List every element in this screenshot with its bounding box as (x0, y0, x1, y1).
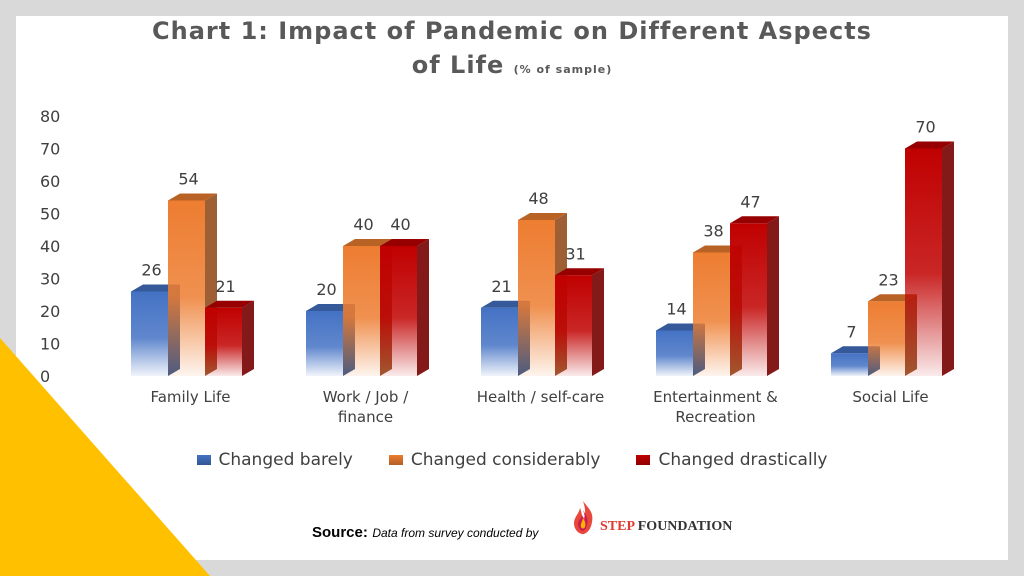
data-label: 31 (565, 244, 585, 263)
chart-subtitle: (% of sample) (513, 63, 613, 76)
data-label: 23 (878, 270, 898, 289)
bar-front (868, 301, 905, 376)
chart-title-line2-text: of Life (411, 51, 505, 79)
y-tick-label: 0 (40, 367, 50, 386)
bar-front (306, 311, 343, 376)
bar-side (942, 141, 954, 376)
bar-front (518, 220, 555, 376)
logo-text-e: E (617, 519, 627, 534)
flame-icon (574, 501, 593, 534)
legend-swatch (636, 455, 651, 465)
bar-top (168, 193, 217, 201)
bar-chart: 0 10 20 30 40 50 60 70 80 26 54 21 20 40 40 21 48 31 14 38… (40, 107, 954, 426)
bar-top (868, 294, 917, 302)
y-tick-label: 30 (40, 270, 60, 289)
data-label: 38 (703, 222, 723, 241)
y-tick-label: 20 (40, 302, 60, 321)
data-label: 21 (215, 277, 235, 296)
data-label: 26 (141, 261, 161, 280)
bar-top (518, 213, 567, 220)
legend-label: Changed considerably (410, 450, 601, 470)
y-tick-label: 10 (40, 335, 60, 354)
bar-changed-drastically-entertainment-recreation (730, 216, 779, 376)
logo-text-p: P (626, 519, 635, 534)
source-label: Source: (312, 524, 368, 541)
bar-top (205, 300, 254, 308)
data-label: 70 (915, 118, 935, 137)
bar-front (131, 291, 168, 376)
source-text: Data from survey conducted by (372, 526, 539, 540)
bar-side (592, 268, 604, 376)
bar-front (481, 307, 518, 376)
step-foundation-logo: STEP FOUNDATION (570, 500, 732, 536)
bar-side (417, 239, 429, 376)
legend-item-changed-drastically: Changed drastically (636, 450, 827, 470)
logo-text-st: ST (600, 519, 618, 534)
bar-front (730, 223, 767, 376)
bar-top (656, 323, 705, 331)
bar-changed-drastically-work-job-finance (380, 239, 429, 376)
legend-swatch (196, 455, 211, 465)
bar-front (831, 353, 868, 376)
bar-changed-drastically-social-life (905, 141, 954, 376)
x-tick-label: Work / Job / (323, 388, 409, 406)
y-tick-label: 60 (40, 172, 60, 191)
data-label: 21 (491, 277, 511, 296)
data-label: 40 (353, 215, 373, 234)
chart-title-line2: of Life (% of sample) (80, 48, 944, 87)
bar-front (168, 200, 205, 376)
data-label: 48 (528, 189, 548, 208)
bar-top (343, 239, 392, 246)
x-tick-label: Recreation (675, 408, 755, 426)
bar-front (555, 275, 592, 376)
data-label: 40 (390, 215, 410, 234)
y-tick-label: 40 (40, 237, 60, 256)
x-tick-label: finance (338, 408, 393, 426)
bar-changed-drastically-health-self-care (555, 268, 604, 376)
bar-top (905, 141, 954, 149)
data-label: 7 (846, 322, 856, 341)
bar-top (380, 239, 429, 246)
bar-side (242, 300, 254, 376)
bar-top (831, 346, 880, 354)
legend-item-changed-considerably: Changed considerably (388, 450, 601, 470)
legend-swatch (388, 455, 403, 465)
data-label: 14 (666, 300, 686, 319)
legend-item-changed-barely: Changed barely (196, 450, 353, 470)
bar-front (693, 252, 730, 376)
bar-front (380, 246, 417, 376)
logo-text-foundation: FOUNDATION (637, 519, 733, 534)
bar-front (343, 246, 380, 376)
x-tick-label: Social Life (852, 388, 928, 406)
bar-top (306, 304, 355, 311)
chart-title-line1: Chart 1: Impact of Pandemic on Different… (152, 17, 872, 45)
bar-changed-drastically-family-life (205, 300, 254, 376)
y-tick-label: 80 (40, 107, 60, 126)
data-label: 47 (740, 192, 760, 211)
bar-top (555, 268, 604, 276)
data-label: 20 (316, 280, 336, 299)
x-tick-label: Health / self-care (477, 388, 604, 406)
y-tick-label: 50 (40, 205, 60, 224)
data-label: 54 (178, 170, 198, 189)
chart-legend: Changed barely Changed considerably Change… (0, 450, 1024, 470)
source-note: Source: Data from survey conducted by (312, 524, 538, 542)
legend-label: Changed barely (218, 450, 353, 470)
y-tick-label: 70 (40, 140, 60, 159)
bar-front (905, 148, 942, 376)
logo-text: STEP FOUNDATION (600, 519, 732, 536)
legend-label: Changed drastically (658, 450, 828, 470)
bar-top (693, 245, 742, 253)
x-tick-label: Family Life (150, 388, 230, 406)
chart-title: Chart 1: Impact of Pandemic on Different… (80, 14, 944, 87)
bar-side (767, 216, 779, 376)
bar-top (131, 284, 180, 292)
bar-top (730, 216, 779, 224)
bar-front (205, 307, 242, 376)
x-tick-label: Entertainment & (653, 388, 778, 406)
bar-front (656, 330, 693, 376)
bar-top (481, 300, 530, 308)
